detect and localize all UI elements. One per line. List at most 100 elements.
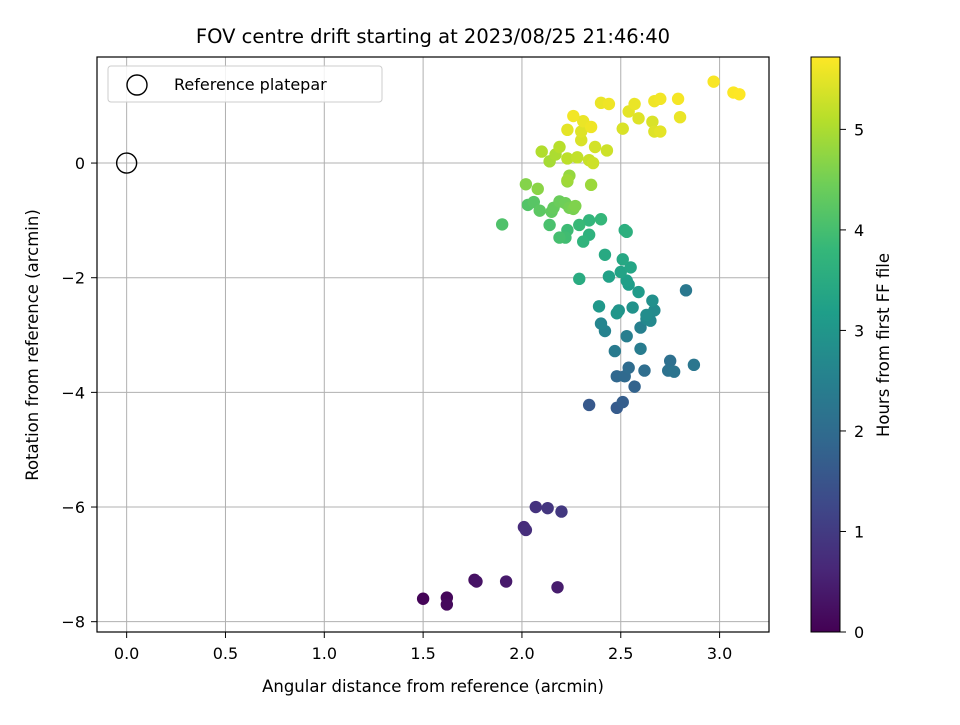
colorbar-tick-label: 2 <box>854 422 864 441</box>
scatter-point <box>584 120 598 134</box>
scatter-point <box>535 145 548 158</box>
chart-title: FOV centre drift starting at 2023/08/25 … <box>196 25 670 48</box>
colorbar-gradient <box>810 56 841 633</box>
scatter-point <box>586 156 600 170</box>
scatter-point <box>543 218 556 232</box>
grid-lines <box>97 57 769 632</box>
y-axis-ticks: 0 −2 −4 −6 −8 <box>61 154 97 632</box>
scatter-point <box>598 248 612 261</box>
colorbar-tick-label: 5 <box>854 120 864 139</box>
x-axis-label: Angular distance from reference (arcmin) <box>262 677 604 696</box>
scatter-point <box>519 523 533 537</box>
scatter-point <box>634 342 647 355</box>
scatter-point <box>707 75 720 88</box>
scatter-point <box>687 358 701 372</box>
scatter-point <box>616 395 629 409</box>
scatter-point <box>620 329 633 343</box>
y-tick-label: −8 <box>61 613 85 632</box>
colorbar-tick-label: 0 <box>854 623 864 642</box>
y-tick-label: −4 <box>61 383 85 402</box>
scatter-point <box>624 261 637 274</box>
scatter-point <box>588 140 602 154</box>
scatter-point <box>626 301 639 314</box>
scatter-point <box>594 213 608 226</box>
scatter-point <box>594 317 608 330</box>
scatter-point <box>667 365 681 378</box>
y-tick-label: −2 <box>61 269 85 288</box>
scatter-point <box>602 97 616 111</box>
scatter-point <box>582 398 596 412</box>
legend-entry-reference: Reference platepar <box>174 75 327 94</box>
colorbar-ticks: 0 1 2 3 4 5 <box>840 120 864 642</box>
x-tick-label: 2.0 <box>509 644 534 663</box>
plot-frame <box>96 56 770 633</box>
y-axis-label: Rotation from reference (arcmin) <box>23 209 42 481</box>
x-tick-label: 0.5 <box>213 644 238 663</box>
scatter-point <box>632 285 645 299</box>
scatter-point <box>610 307 624 320</box>
x-tick-label: 1.0 <box>312 644 337 663</box>
scatter-point <box>553 140 566 154</box>
scatter-point <box>600 144 614 157</box>
scatter-point <box>679 284 693 297</box>
scatter-point <box>584 178 598 192</box>
scatter-point <box>416 592 430 605</box>
scatter-point <box>495 218 509 231</box>
reference-platepar-marker <box>115 152 138 174</box>
y-tick-label: −6 <box>61 498 85 517</box>
scatter-point <box>582 214 596 227</box>
colorbar: 0 1 2 3 4 5 Hours from first FF file <box>810 56 893 642</box>
x-tick-label: 3.0 <box>707 644 732 663</box>
scatter-point <box>638 364 651 377</box>
scatter-point <box>440 598 454 611</box>
data-points <box>416 75 746 611</box>
scatter-point <box>620 225 633 239</box>
scatter-point <box>663 354 677 368</box>
scatter-point <box>551 581 564 594</box>
scatter-point <box>646 294 659 307</box>
scatter-point <box>541 501 554 515</box>
scatter-point <box>622 361 635 374</box>
scatter-point <box>628 380 641 393</box>
reference-marker-layer <box>115 152 138 174</box>
scatter-point <box>632 112 645 125</box>
scatter-point <box>519 178 533 191</box>
scatter-point <box>575 125 588 138</box>
scatter-point <box>573 272 586 286</box>
scatter-point <box>654 125 667 138</box>
colorbar-tick-label: 3 <box>854 321 864 340</box>
colorbar-label: Hours from first FF file <box>874 253 893 437</box>
x-tick-label: 0.0 <box>114 644 139 663</box>
scatter-point <box>646 115 659 128</box>
colorbar-tick-label: 4 <box>854 221 864 240</box>
y-tick-label: 0 <box>75 154 85 173</box>
scatter-point <box>573 218 586 232</box>
scatter-point <box>592 300 606 313</box>
x-tick-label: 2.5 <box>608 644 633 663</box>
colorbar-tick-label: 1 <box>854 522 864 541</box>
scatter-point <box>602 270 616 283</box>
legend-box <box>107 65 383 103</box>
scatter-point <box>733 88 746 101</box>
scatter-point <box>628 97 641 111</box>
scatter-point <box>671 92 685 106</box>
scatter-point <box>555 505 568 518</box>
scatter-point <box>561 123 574 137</box>
scatter-point <box>567 109 580 123</box>
scatter-point <box>499 575 513 588</box>
scatter-point <box>531 182 544 196</box>
scatter-point <box>673 110 687 124</box>
scatter-point <box>614 265 627 279</box>
scatter-point <box>608 344 622 358</box>
scatter-point <box>640 308 653 322</box>
scatter-point <box>575 133 588 147</box>
scatter-point <box>529 500 542 514</box>
scatter-point <box>577 235 590 248</box>
scatter-point <box>571 151 584 164</box>
scatter-point <box>553 231 566 244</box>
scatter-point <box>654 92 667 106</box>
scatter-point <box>470 575 483 588</box>
scatter-point <box>569 199 582 213</box>
